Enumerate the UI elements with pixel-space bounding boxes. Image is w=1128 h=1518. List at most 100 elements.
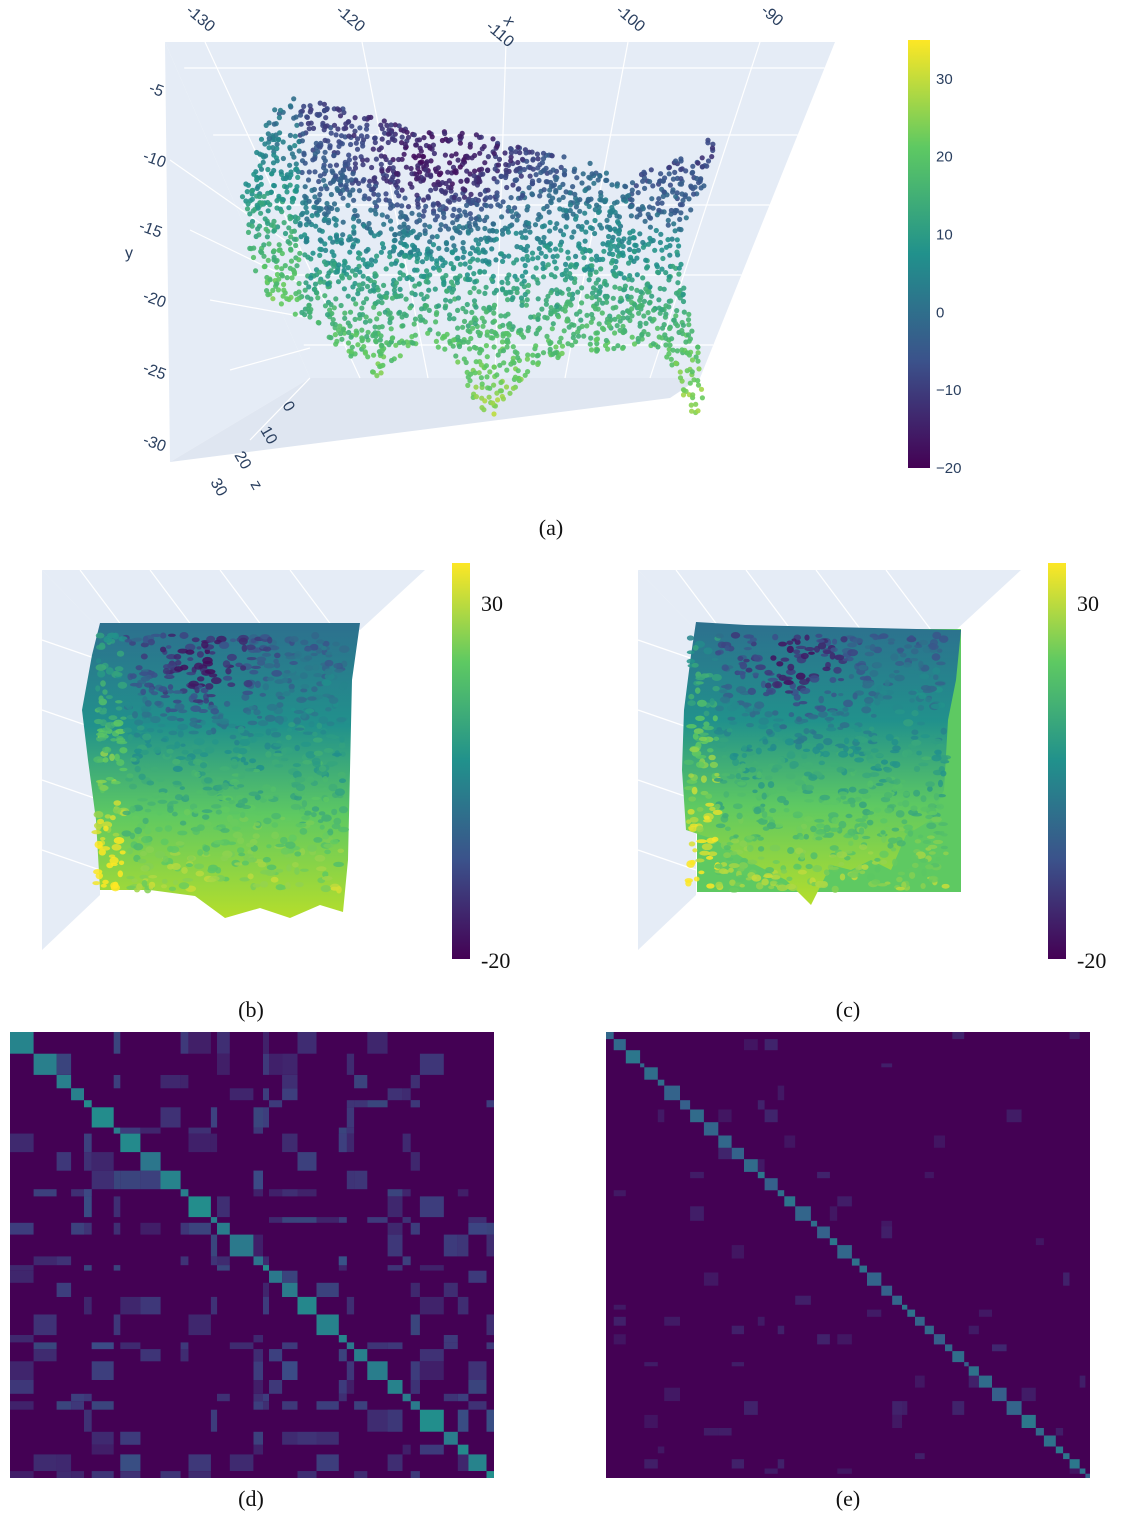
data-point: [342, 310, 348, 316]
surface-peak: [93, 756, 104, 764]
surface-peak: [131, 711, 139, 719]
data-point: [402, 195, 408, 201]
surface-peak: [746, 835, 755, 840]
surface-peak: [142, 817, 149, 825]
surface-peak: [867, 780, 874, 788]
surface-peak: [321, 645, 327, 651]
data-point: [351, 230, 357, 236]
surface-peak: [91, 829, 102, 835]
surface-peak: [785, 883, 797, 890]
surface-peak: [913, 765, 921, 772]
data-point: [312, 286, 318, 292]
data-point: [593, 257, 600, 263]
data-point: [525, 282, 532, 288]
surface-peak: [264, 714, 276, 722]
data-point: [331, 252, 337, 259]
heatmap-cell: [486, 1409, 494, 1432]
data-point: [499, 251, 505, 257]
surface-peak: [882, 695, 893, 700]
heatmap-cell: [10, 1471, 34, 1478]
data-point: [522, 262, 528, 269]
data-point: [467, 289, 473, 296]
surface-peak: [767, 737, 779, 743]
data-point: [399, 156, 405, 162]
data-point: [609, 182, 615, 188]
surface-peak: [877, 883, 888, 887]
surface-peak: [715, 823, 726, 829]
data-point: [543, 179, 549, 185]
data-point: [565, 255, 571, 261]
data-point: [436, 267, 442, 273]
surface-peak: [761, 878, 769, 886]
heatmap-cell: [338, 1349, 347, 1362]
data-point: [647, 224, 654, 230]
heatmap-cell: [56, 1401, 72, 1410]
surface-peak: [263, 663, 275, 669]
data-point: [548, 340, 554, 346]
surface-peak: [247, 733, 254, 738]
surface-peak: [787, 750, 795, 758]
heatmap-cell: [1069, 1468, 1080, 1474]
data-point: [401, 253, 407, 259]
surface-peak: [208, 651, 216, 655]
surface-peak: [326, 721, 335, 727]
data-point: [584, 219, 590, 225]
data-point: [294, 122, 300, 128]
surface-peak: [322, 693, 331, 698]
surface-peak: [247, 873, 254, 880]
data-point: [535, 296, 541, 302]
data-point: [669, 336, 675, 342]
data-point: [553, 344, 559, 350]
surface-peak: [296, 696, 307, 703]
heatmap-diag-block: [718, 1135, 732, 1148]
surface-peak: [925, 814, 933, 820]
heatmap-cell: [346, 1133, 355, 1153]
surface-peak: [271, 670, 283, 677]
surface-peak: [772, 710, 779, 716]
heatmap-cell: [419, 1196, 444, 1218]
data-point: [302, 184, 308, 190]
surface-peak: [716, 727, 722, 732]
data-point: [342, 159, 348, 165]
heatmap-cell: [84, 1265, 92, 1271]
surface-peak: [933, 674, 939, 681]
surface-peak: [285, 734, 292, 741]
data-point: [271, 257, 277, 263]
data-point: [372, 200, 378, 206]
heatmap-cell: [140, 1127, 161, 1134]
data-point: [475, 257, 481, 263]
data-point: [350, 284, 356, 290]
data-point: [558, 335, 564, 341]
surface-peak: [279, 836, 288, 845]
surface-peak: [792, 811, 803, 819]
data-point: [514, 350, 520, 356]
surface-peak: [795, 742, 803, 750]
data-point: [421, 296, 427, 302]
surface-peak: [798, 836, 805, 840]
surface-peak: [862, 835, 871, 840]
data-point: [383, 266, 389, 272]
data-point: [449, 153, 455, 159]
surface-peak: [193, 724, 203, 729]
heatmap-cell: [718, 1147, 732, 1160]
data-point: [565, 286, 572, 292]
surface-peak: [718, 737, 729, 743]
data-point: [475, 241, 482, 247]
surface-peak: [767, 789, 777, 795]
surface-peak: [139, 850, 147, 857]
data-point: [480, 323, 486, 329]
surface-peak: [741, 745, 747, 752]
data-point: [346, 166, 352, 172]
surface-peak: [133, 732, 141, 738]
data-point: [642, 185, 648, 191]
heatmap-diag-block: [915, 1316, 925, 1326]
surface-peak: [756, 771, 762, 779]
data-point: [315, 295, 321, 301]
surface-peak: [306, 820, 315, 826]
surface-peak: [95, 826, 101, 831]
surface-peak: [830, 647, 838, 653]
x-axis-label: x: [500, 14, 519, 29]
data-point: [485, 187, 491, 193]
data-point: [611, 345, 617, 352]
data-point: [666, 171, 672, 177]
